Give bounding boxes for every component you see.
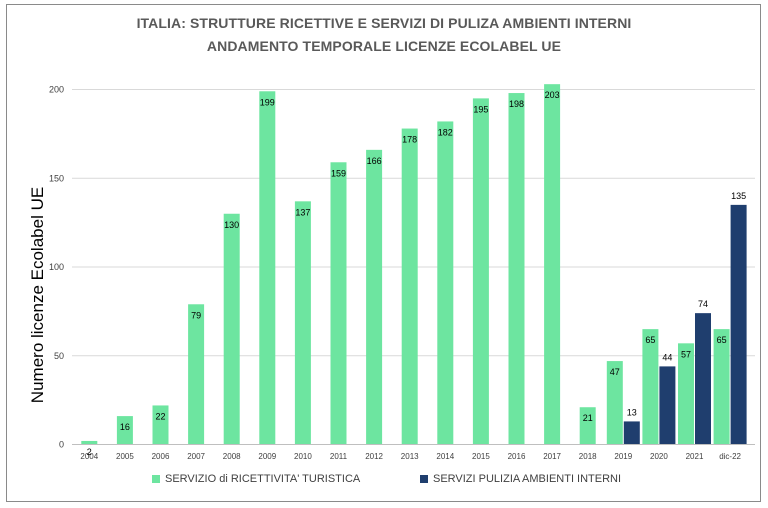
x-tick-label-2018: 2018 [579, 452, 597, 461]
y-tick-label-0: 0 [59, 440, 64, 450]
y-tick-label-50: 50 [54, 351, 64, 361]
x-tick-label-2015: 2015 [472, 452, 490, 461]
chart-subtitle: ANDAMENTO TEMPORALE LICENZE ECOLABEL UE [206, 38, 562, 54]
data-label-ricettivita-2005: 16 [120, 422, 130, 432]
data-label-ricettivita-2006: 22 [155, 411, 165, 421]
bar-ricettivita-2010 [294, 201, 311, 445]
x-tick-label-2013: 2013 [401, 452, 419, 461]
x-tick-label-2019: 2019 [614, 452, 632, 461]
bar-ricettivita-2004 [81, 440, 98, 445]
x-tick-label-2014: 2014 [436, 452, 454, 461]
x-tick-label-2012: 2012 [365, 452, 383, 461]
data-label-ricettivita-2017: 203 [545, 90, 560, 100]
y-axis-label: Numero licenze Ecolabel UE [28, 187, 47, 403]
bar-ricettivita-2008 [223, 213, 240, 445]
legend-swatch-pulizia [420, 475, 428, 483]
legend-swatch-ricettivita [152, 475, 160, 483]
y-tick-label-100: 100 [49, 262, 64, 272]
bar-ricettivita-2017 [544, 84, 561, 445]
y-tick-label-200: 200 [49, 85, 64, 95]
data-label-ricettivita-2009: 199 [260, 97, 275, 107]
data-label-ricettivita-2004: 2 [87, 447, 92, 457]
bar-ricettivita-2021 [678, 343, 694, 445]
legend-label-pulizia: SERVIZI PULIZIA AMBIENTI INTERNI [433, 473, 622, 485]
data-label-pulizia-2019: 13 [627, 407, 637, 417]
data-label-pulizia-dic-22: 135 [731, 191, 746, 201]
legend-item-pulizia: SERVIZI PULIZIA AMBIENTI INTERNI [420, 473, 621, 485]
x-tick-label-2006: 2006 [152, 452, 170, 461]
bar-ricettivita-2006 [152, 405, 169, 445]
y-tick-label-150: 150 [49, 173, 64, 183]
data-label-ricettivita-2011: 159 [331, 168, 346, 178]
bar-pulizia-2021 [695, 313, 711, 445]
x-tick-label-2016: 2016 [508, 452, 526, 461]
bar-pulizia-2019 [623, 421, 640, 445]
data-label-ricettivita-2018: 21 [583, 413, 593, 423]
legend-item-ricettivita: SERVIZIO di RICETTIVITA' TURISTICA [152, 473, 360, 485]
x-tick-label-2009: 2009 [258, 452, 276, 461]
bar-ricettivita-2020 [642, 329, 659, 445]
bar-ricettivita-2018 [579, 407, 596, 445]
bar-pulizia-2020 [659, 366, 676, 445]
x-tick-label-2008: 2008 [223, 452, 241, 461]
data-label-ricettivita-2007: 79 [191, 310, 201, 320]
bar-ricettivita-2007 [188, 304, 205, 445]
data-label-ricettivita-2014: 182 [438, 127, 453, 137]
bar-ricettivita-2016 [508, 93, 525, 445]
x-tick-label-2021: 2021 [686, 452, 704, 461]
data-label-ricettivita-2012: 166 [367, 156, 382, 166]
data-label-ricettivita-2010: 137 [295, 207, 310, 217]
data-label-ricettivita-2020: 65 [645, 335, 655, 345]
bar-ricettivita-2011 [330, 162, 347, 445]
x-tick-label-2004: 2004 [80, 452, 98, 461]
data-label-pulizia-2020: 44 [662, 352, 672, 362]
bar-ricettivita-2012 [366, 149, 383, 445]
data-label-ricettivita-2021: 57 [681, 349, 691, 359]
legend-label-ricettivita: SERVIZIO di RICETTIVITA' TURISTICA [165, 473, 361, 485]
chart-title: ITALIA: STRUTTURE RICETTIVE E SERVIZI DI… [136, 15, 632, 31]
x-tick-label-2017: 2017 [543, 452, 561, 461]
bar-ricettivita-2005 [116, 416, 133, 445]
data-label-pulizia-2021: 74 [698, 299, 708, 309]
bar-ricettivita-2019 [606, 361, 623, 445]
bar-ricettivita-2015 [472, 98, 489, 445]
data-label-ricettivita-2019: 47 [610, 367, 620, 377]
x-tick-label-dic-22: dic-22 [719, 452, 741, 461]
x-tick-label-2007: 2007 [187, 452, 205, 461]
data-label-ricettivita-2015: 195 [473, 104, 488, 114]
bar-ricettivita-2013 [401, 128, 418, 445]
x-tick-label-2011: 2011 [330, 452, 348, 461]
data-label-ricettivita-2016: 198 [509, 99, 524, 109]
x-tick-label-2010: 2010 [294, 452, 312, 461]
bar-ricettivita-dic-22 [713, 329, 730, 445]
data-label-ricettivita-2008: 130 [224, 220, 239, 230]
bar-ricettivita-2014 [437, 121, 454, 445]
data-label-ricettivita-2013: 178 [402, 135, 417, 145]
data-label-ricettivita-dic-22: 65 [717, 335, 727, 345]
bar-ricettivita-2009 [259, 91, 276, 445]
x-tick-label-2020: 2020 [650, 452, 668, 461]
bar-pulizia-dic-22 [730, 204, 747, 445]
x-tick-label-2005: 2005 [116, 452, 134, 461]
